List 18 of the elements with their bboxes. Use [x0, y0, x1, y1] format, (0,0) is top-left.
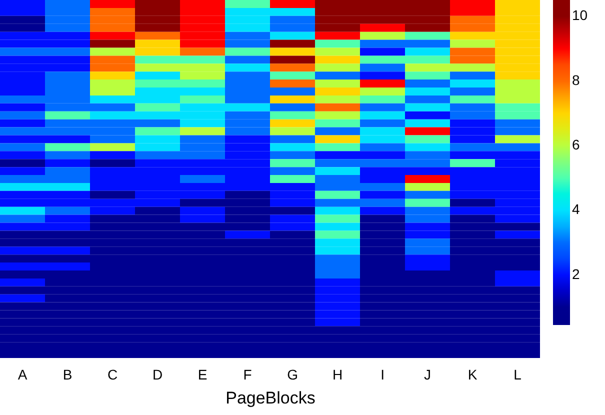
x-tick-label: C [107, 366, 118, 382]
x-tick-label: I [380, 366, 384, 382]
x-tick-label: D [152, 366, 163, 382]
x-tick-label: J [424, 366, 431, 382]
x-axis-title: PageBlocks [226, 388, 316, 408]
color-bar-label: 10 [572, 7, 588, 24]
x-tick-label: E [198, 366, 208, 382]
color-bar-label: 4 [572, 201, 580, 218]
x-tick-label: L [514, 366, 522, 382]
x-tick-label: B [62, 366, 72, 382]
x-tick-label: A [18, 366, 28, 382]
x-tick-label: F [243, 366, 252, 382]
color-bar-label: 2 [572, 266, 580, 282]
x-tick-label: K [468, 366, 478, 382]
x-tick-label: G [287, 366, 298, 382]
color-bar-label: 6 [572, 136, 580, 153]
color-bar-label: 8 [572, 72, 580, 88]
x-tick-label: H [332, 366, 343, 382]
